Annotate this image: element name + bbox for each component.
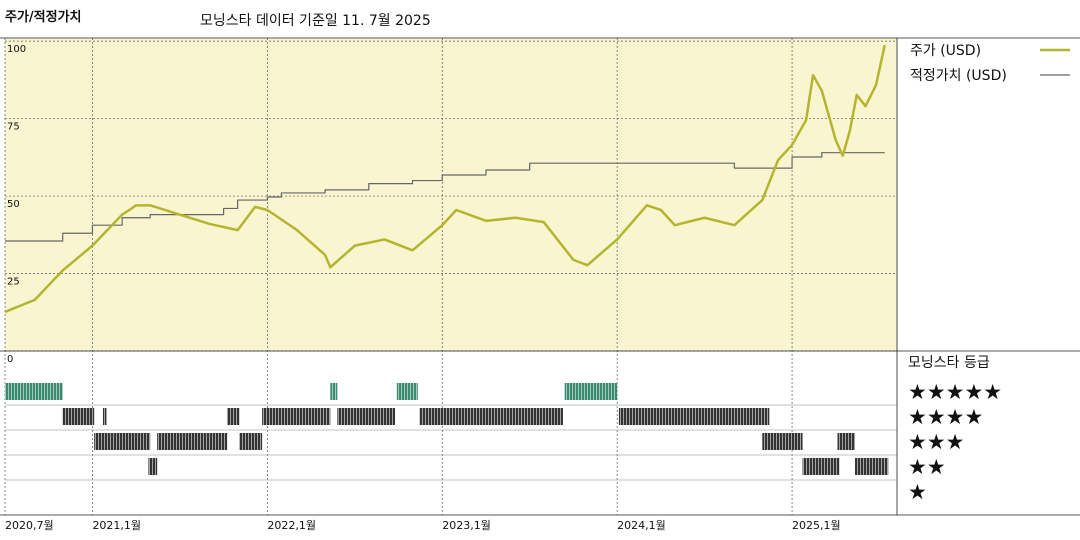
rating-label: ★★★ — [908, 430, 964, 454]
rating-bar-stripes — [262, 408, 331, 425]
rating-bar-stripes — [419, 408, 563, 425]
x-tick-label: 2020,7월 — [5, 519, 54, 532]
y-tick-label: 50 — [7, 199, 20, 210]
rating-bar-stripes — [837, 433, 856, 450]
series-line — [4, 44, 886, 314]
legend-label: 주가 (USD) — [910, 43, 981, 59]
plot-layer: 0 25 50 75 100 2020,7월 2021,1월 2022,1월 2023,1월 20… — [4, 38, 1070, 532]
rating-bar-stripes — [762, 433, 803, 450]
legend-label: 적정가치 (USD) — [910, 68, 1007, 84]
rating-bar-stripes — [564, 383, 618, 400]
rating-label: ★ — [908, 480, 927, 504]
plot-background — [5, 38, 897, 351]
rating-label: ★★ — [908, 455, 946, 479]
series-line — [5, 152, 885, 242]
rating-bar-stripes — [337, 408, 396, 425]
rating-bar-stripes — [5, 383, 63, 400]
rating-label: ★★★★ — [908, 405, 983, 429]
rating-bar-stripes — [330, 383, 338, 400]
rating-bar-stripes — [102, 408, 107, 425]
y-tick-label: 75 — [7, 122, 20, 133]
chart-subtitle: 모닝스타 데이터 기준일 11. 7월 2025 — [200, 13, 431, 29]
rating-bar-stripes — [157, 433, 228, 450]
x-tick-label: 2023,1월 — [442, 519, 491, 532]
y-tick-label: 100 — [7, 44, 26, 55]
rating-bar-stripes — [855, 458, 889, 475]
x-tick-label: 2024,1월 — [617, 519, 666, 532]
rating-bar-stripes — [227, 408, 240, 425]
rating-bar-stripes — [94, 433, 151, 450]
chart-title: 주가/적정가치 — [5, 9, 82, 25]
y-tick-label: 25 — [7, 277, 20, 288]
rating-title: 모닝스타 등급 — [908, 355, 990, 371]
x-tick-label: 2022,1월 — [267, 519, 316, 532]
x-tick-label: 2025,1월 — [792, 519, 841, 532]
rating-bar-stripes — [618, 408, 770, 425]
rating-bar-stripes — [396, 383, 418, 400]
rating-bar-stripes — [802, 458, 840, 475]
rating-bar-stripes — [148, 458, 158, 475]
x-tick-label: 2021,1월 — [92, 519, 141, 532]
rating-bar-stripes — [62, 408, 95, 425]
y-tick-label: 0 — [7, 354, 13, 365]
rating-bar-stripes — [239, 433, 263, 450]
rating-label: ★★★★★ — [908, 380, 1002, 404]
